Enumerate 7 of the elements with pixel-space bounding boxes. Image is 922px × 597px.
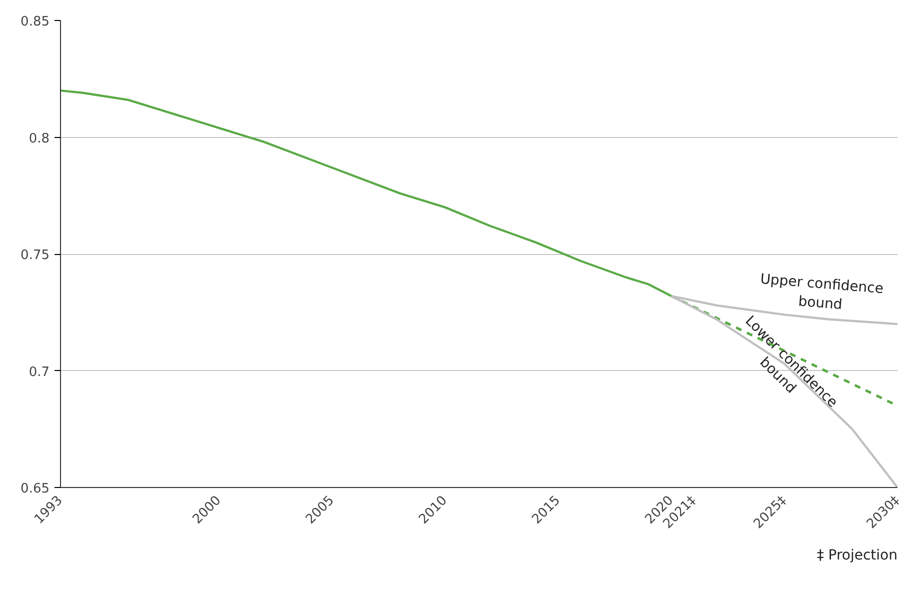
y-tick-label: 0.7 (28, 364, 50, 380)
y-tick-label: 0.75 (20, 248, 50, 263)
annotation: Upper confidence bound (760, 271, 884, 314)
y-tick-label: 0.8 (28, 131, 50, 146)
y-tick-label: 0.85 (20, 14, 50, 30)
text: ‡ Projection (816, 548, 898, 564)
y-tick-label: 0.65 (20, 482, 50, 496)
